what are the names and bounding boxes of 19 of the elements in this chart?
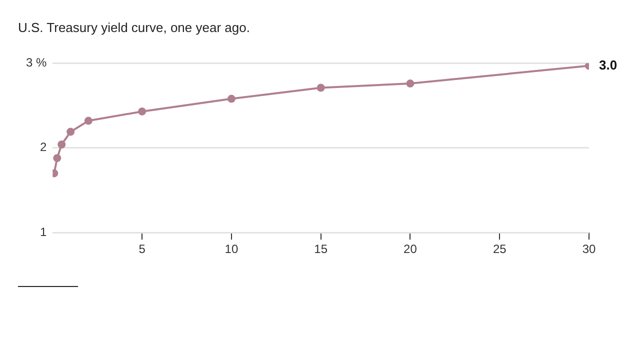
- x-tick-label: 30: [582, 242, 596, 256]
- x-tick-label: 15: [314, 242, 328, 256]
- point: [66, 128, 75, 136]
- point: [406, 80, 414, 88]
- x-tick-label: 5: [138, 242, 146, 256]
- chart-title: U.S. Treasury yield curve, one year ago.: [18, 20, 250, 35]
- y-tick-label: 3 %: [26, 56, 47, 70]
- point: [84, 116, 92, 125]
- x-tick-label: 20: [404, 242, 418, 256]
- data-label: 3.0: [599, 57, 618, 72]
- point: [58, 140, 66, 149]
- y-tick-label: 1: [40, 224, 47, 239]
- x-tick-label: 25: [492, 242, 507, 256]
- point: [316, 84, 325, 92]
- point: [53, 154, 62, 162]
- point: [227, 94, 236, 103]
- y-tick-label: 2: [40, 140, 47, 154]
- point: [138, 107, 146, 116]
- x-tick-label: 10: [224, 242, 238, 256]
